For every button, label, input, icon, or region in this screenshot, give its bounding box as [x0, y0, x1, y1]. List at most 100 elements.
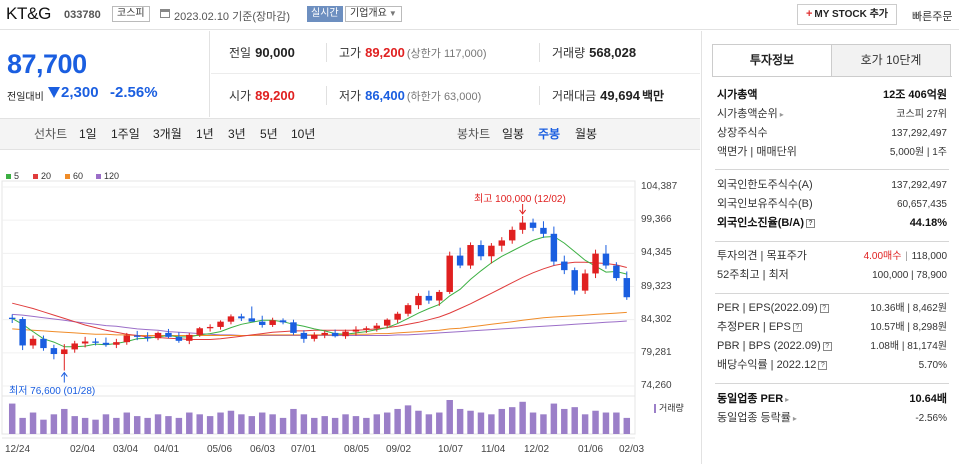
- help-icon[interactable]: ?: [818, 360, 828, 370]
- calendar-icon: [160, 9, 170, 18]
- tab-investment-info[interactable]: 투자정보: [712, 44, 832, 77]
- period-5y[interactable]: 5년: [260, 127, 278, 141]
- legend-ma60-label: 60: [73, 171, 84, 181]
- info-row: 동일업종 등락률 ▸ -2.56%: [717, 409, 947, 428]
- period-3y[interactable]: 3년: [228, 127, 246, 141]
- volume-bar: [248, 416, 256, 434]
- candle-body: [394, 313, 401, 320]
- volume-bar: [394, 408, 401, 434]
- candle-weekly[interactable]: 주봉: [538, 127, 561, 141]
- volume-bar: [92, 419, 99, 434]
- candle-body: [206, 326, 214, 329]
- open-value: 89,200: [255, 88, 295, 103]
- volume-bar: [71, 416, 78, 434]
- volume-legend-label: 거래량: [659, 403, 684, 413]
- period-3m[interactable]: 3개월: [153, 127, 182, 141]
- quote-grid: 전일 90,000 고가 89,200 (상한가 117,000) 거래량 568,02…: [211, 31, 700, 117]
- candle-body: [623, 278, 631, 298]
- volume-bar: [102, 414, 110, 434]
- ma20-line: [12, 261, 627, 340]
- x-tick-label: 02/04: [70, 444, 96, 455]
- price-chart[interactable]: 5 20 60 120 104,387 99,366 94,345 89,323…: [0, 151, 700, 464]
- candle-body: [227, 316, 235, 322]
- candle-body: [92, 341, 99, 343]
- info-label: 상장주식수: [717, 127, 768, 139]
- period-1y[interactable]: 1년: [196, 127, 214, 141]
- volume-bar: [321, 416, 328, 434]
- high-annotation: 최고 100,000 (12/02): [474, 194, 566, 205]
- candle-daily[interactable]: 일봉: [502, 127, 525, 141]
- realtime-button[interactable]: 실시간: [307, 6, 343, 22]
- prev-close-cell: 전일 90,000: [229, 31, 295, 74]
- stock-code: 033780: [64, 9, 101, 21]
- period-10y[interactable]: 10년: [291, 127, 316, 141]
- low-label: 저가: [339, 89, 362, 103]
- x-tick-label: 02/03: [619, 444, 645, 455]
- volume-bar: [227, 410, 235, 434]
- volume-bar: [81, 417, 89, 434]
- legend-ma20: 20: [33, 171, 51, 181]
- candle-body: [436, 291, 443, 301]
- info-row: 투자의견 | 목표주가 4.00매수 | 118,000: [717, 247, 947, 266]
- info-row: 추정PER | EPS? 10.57배 | 8,298원: [717, 318, 947, 337]
- volume-bar: [133, 416, 141, 434]
- volume-bar: [123, 412, 131, 434]
- tab-order-book[interactable]: 호가 10단계: [831, 44, 951, 77]
- help-icon[interactable]: ?: [822, 341, 832, 351]
- y-tick-label: 84,302: [641, 314, 672, 325]
- price-summary: 87,700 전일대비 2,300 -2.56%: [0, 31, 210, 117]
- info-label: 추정PER | EPS: [717, 321, 791, 333]
- plot-frame: [1, 180, 636, 397]
- x-tick-label: 04/01: [154, 444, 180, 455]
- help-icon[interactable]: ?: [792, 322, 802, 332]
- candle-body: [154, 332, 162, 339]
- x-tick-label: 11/04: [481, 444, 506, 455]
- info-row: 상장주식수 137,292,497: [717, 124, 947, 143]
- info-label: 시가총액: [717, 89, 758, 101]
- target-price-section: 투자의견 | 목표주가 4.00매수 | 118,000 52주최고 | 최저 10…: [717, 247, 947, 285]
- current-price: 87,700: [7, 49, 87, 79]
- period-1w[interactable]: 1주일: [111, 127, 140, 141]
- plus-icon: +: [805, 8, 813, 20]
- candle-body: [311, 334, 318, 339]
- candle-body: [248, 318, 256, 322]
- x-tick-label: 12/02: [524, 444, 550, 455]
- volume-legend: 거래량: [654, 401, 684, 414]
- info-row: 외국인보유주식수(B) 60,657,435: [717, 195, 947, 214]
- down-arrow-icon: [48, 87, 60, 98]
- period-1d[interactable]: 1일: [79, 127, 97, 141]
- amount-value: 49,694: [600, 88, 640, 103]
- low-annotation: 최저 76,600 (01/28): [9, 386, 96, 397]
- candle-body: [498, 240, 506, 246]
- quick-order-link[interactable]: 빠른주문: [912, 11, 953, 23]
- candle-body: [29, 338, 37, 346]
- base-date: 2023.02.10 기준(장마감): [174, 11, 291, 23]
- candle-body: [165, 332, 172, 337]
- volume-value: 568,028: [589, 45, 637, 60]
- info-label: PBR | BPS (2022.09): [717, 340, 821, 352]
- info-value: 137,292,497: [891, 128, 947, 139]
- help-icon[interactable]: ?: [819, 303, 829, 313]
- volume-bar: [206, 416, 214, 434]
- info-row: 동일업종 PER ▸ 10.64배: [717, 390, 947, 409]
- open-label: 시가: [229, 89, 252, 103]
- candle-body: [373, 325, 381, 329]
- info-value: 10.36배 | 8,462원: [870, 303, 947, 314]
- x-tick-label: 10/07: [438, 444, 464, 455]
- add-my-stock-button[interactable]: + MY STOCK 추가: [797, 4, 897, 25]
- help-icon[interactable]: ?: [806, 218, 815, 228]
- candle-body: [19, 319, 26, 346]
- company-overview-dropdown[interactable]: 기업개요 ▼: [345, 6, 402, 22]
- stock-header-bar: KT&G 033780 코스피 2023.02.10 기준(장마감) 실시간 기…: [0, 0, 959, 30]
- candle-body: [175, 336, 183, 341]
- volume-bar: [613, 412, 620, 434]
- candle-monthly[interactable]: 월봉: [575, 127, 598, 141]
- period-selector: 선차트 1일 1주일 3개월 1년 3년 5년 10년 봉차트 일봉 주봉 월봉: [0, 118, 700, 150]
- volume-bar: [488, 414, 495, 434]
- amount-unit: 백만: [641, 89, 665, 103]
- volume-label: 거래량: [552, 46, 586, 60]
- info-value: 12조 406억원: [882, 89, 947, 101]
- volume-cell: 거래량 568,028: [552, 31, 636, 74]
- ma120-line: [12, 313, 627, 336]
- volume-bar: [623, 417, 631, 434]
